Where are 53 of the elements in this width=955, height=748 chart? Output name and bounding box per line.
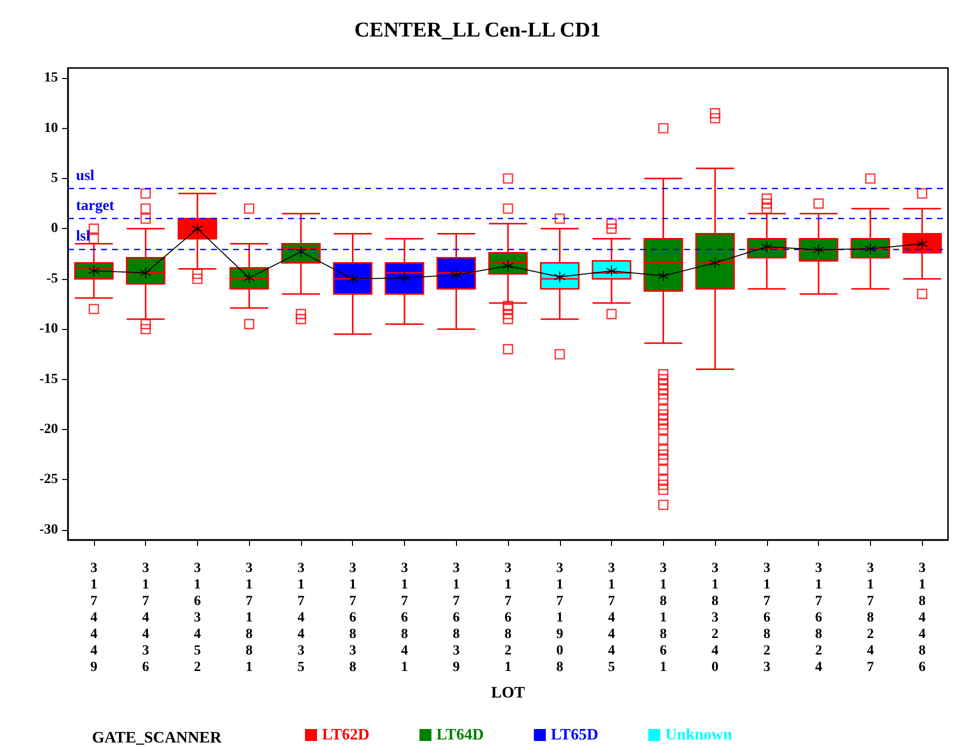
point	[710, 257, 721, 268]
point	[88, 265, 100, 276]
point	[658, 270, 669, 282]
x-tick-label: 3174436	[142, 560, 150, 675]
x-tick-label: 3171908	[556, 560, 564, 675]
point	[295, 246, 306, 258]
legend-label: Unknown	[665, 726, 732, 744]
y-tick-label: 15	[44, 70, 58, 86]
y-tick-label: -10	[39, 322, 58, 337]
x-tick-label: 3176823	[763, 560, 770, 675]
point	[192, 223, 203, 234]
legend-title: GATE_SCANNER	[92, 730, 222, 746]
legend-label: LT65D	[550, 726, 598, 744]
ref-line-label: usl	[76, 168, 94, 184]
point	[864, 243, 876, 254]
x-tick-label: 3171881	[246, 560, 253, 675]
x-tick-label: 3174435	[297, 560, 304, 675]
x-tick-label: 3176838	[349, 560, 356, 675]
y-tick-label: -20	[39, 422, 58, 438]
point	[554, 271, 566, 282]
x-tick-label: 3178247	[866, 560, 874, 675]
x-tick-label: 3163452	[194, 560, 201, 675]
y-tick-label: -15	[39, 372, 58, 387]
point	[813, 244, 824, 256]
x-axis-title: LOT	[491, 684, 526, 702]
x-tick-label: 3174445	[608, 560, 616, 675]
point	[916, 238, 928, 250]
ref-line-label: target	[76, 198, 114, 214]
x-tick-label: 3184486	[918, 560, 926, 675]
legend-label: LT62D	[322, 726, 370, 744]
y-tick-label: -30	[39, 522, 58, 538]
x-tick-label: 3183240	[712, 560, 719, 675]
y-tick-label: -25	[39, 472, 58, 488]
legend-label: LT64D	[436, 726, 484, 744]
x-tick-label: 3176839	[452, 560, 460, 675]
chart-title: CENTER_LL Cen-LL CD1	[354, 18, 601, 42]
point	[606, 265, 618, 276]
y-tick-label: 0	[51, 221, 58, 236]
x-tick-label: 3174449	[90, 560, 98, 675]
point	[140, 267, 152, 278]
point	[244, 272, 255, 284]
point	[761, 241, 772, 252]
x-tick-label: 3181861	[660, 560, 667, 675]
point	[450, 269, 462, 280]
x-tick-label: 3176821	[504, 560, 512, 675]
point	[398, 272, 410, 284]
y-tick-label: 10	[44, 120, 58, 136]
y-tick-label: -5	[46, 271, 58, 286]
x-tick-label: 3176841	[400, 560, 408, 675]
point	[502, 260, 514, 272]
point	[347, 273, 358, 284]
y-tick-label: 5	[51, 170, 58, 186]
x-tick-label: 3176824	[815, 560, 822, 675]
